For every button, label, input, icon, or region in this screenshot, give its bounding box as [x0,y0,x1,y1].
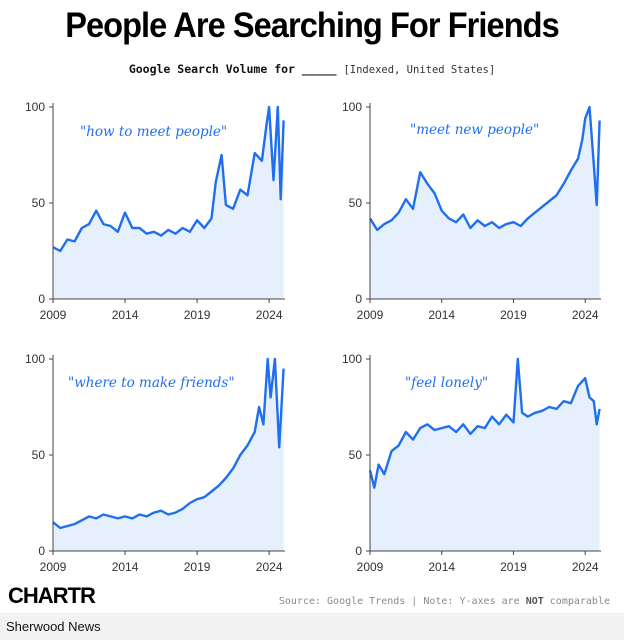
area-fill [53,359,284,551]
y-tick-label: 50 [32,196,46,210]
x-tick-label: 2019 [184,560,211,574]
y-tick-label: 50 [32,448,46,462]
area-fill [53,107,284,299]
chart-panel-2: 0 50 100 2009 2014 2019 2024 "meet new people" [342,100,601,322]
x-tick-label: 2024 [256,560,283,574]
x-tick-label: 2019 [500,560,527,574]
y-tick-label: 100 [342,352,362,366]
chart-panel-4: 0 50 100 2009 2014 2019 2024 "feel lonely" [342,352,601,574]
source-emphasis: NOT [525,596,544,607]
x-tick-label: 2019 [184,308,211,322]
x-tick-label: 2009 [357,308,384,322]
chart-panel-3: 0 50 100 2009 2014 2019 2024 "where to make fri… [25,352,285,574]
y-tick-label: 0 [355,292,362,306]
x-tick-label: 2024 [256,308,283,322]
subtitle-qualifier: [Indexed, United States] [343,64,496,76]
series-line [52,357,285,530]
source-text: Source: Google Trends | Note: Y-axes are [278,596,526,607]
chart-panel-1: 0 50 100 2009 2014 2019 2024 "how to meet peopl… [25,100,285,322]
x-tick-label: 2014 [428,308,455,322]
source-tail: comparable [543,596,610,607]
subtitle: Google Search Volume for _____ [Indexed,… [0,62,624,76]
y-tick-label: 0 [38,292,45,306]
area-fill [370,359,600,551]
y-tick-label: 0 [355,544,362,558]
source-note: Source: Google Trends | Note: Y-axes are… [279,596,610,607]
x-tick-label: 2024 [572,308,599,322]
chartr-logo: CHARTR [8,583,96,608]
x-tick-label: 2024 [572,560,599,574]
x-tick-label: 2014 [112,560,139,574]
page-title: People Are Searching For Friends [65,6,560,45]
x-tick-label: 2014 [112,308,139,322]
chart-annotation: "feel lonely" [405,375,488,391]
publisher-name: Sherwood News [6,619,101,634]
x-tick-label: 2009 [40,560,67,574]
chart-annotation: "meet new people" [410,122,539,138]
y-tick-label: 50 [349,448,363,462]
x-tick-label: 2014 [428,560,455,574]
charts-canvas: 0 50 100 2009 2014 2019 2024 "how to meet peopl… [25,100,601,574]
y-tick-label: 100 [342,100,362,114]
series-line [368,105,601,232]
chart-annotation: "where to make friends" [68,375,235,391]
y-tick-label: 50 [349,196,363,210]
x-tick-label: 2009 [357,560,384,574]
y-tick-label: 100 [25,352,45,366]
chart-annotation: "how to meet people" [80,124,227,140]
chart-card: People Are Searching For Friends Google … [0,6,624,608]
y-tick-label: 100 [25,100,45,114]
x-tick-label: 2009 [40,308,67,322]
y-tick-label: 0 [38,544,45,558]
subtitle-lead: Google Search Volume for _____ [128,62,337,76]
series-line [52,105,285,253]
footer-bar: Sherwood News [0,613,624,640]
series-line [368,357,601,489]
x-tick-label: 2019 [500,308,527,322]
area-fill [370,107,600,299]
